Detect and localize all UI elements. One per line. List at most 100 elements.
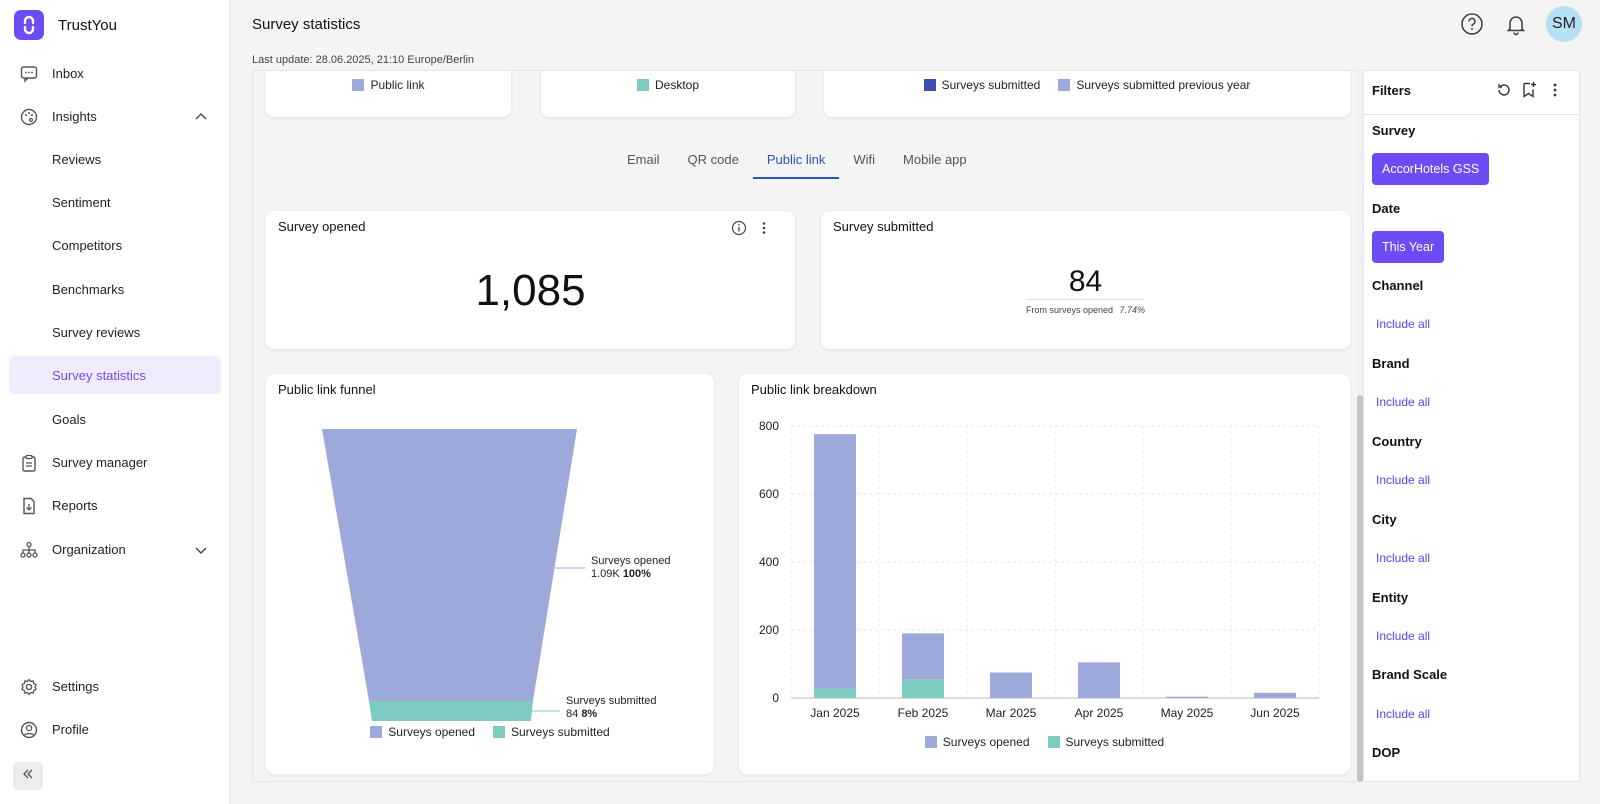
filter-date-button[interactable]: This Year (1372, 231, 1445, 263)
sidebar-item-survey-manager[interactable]: Survey manager (9, 443, 221, 481)
funnel-legend: Surveys opened Surveys submitted (266, 725, 714, 739)
sidebar-item-inbox[interactable]: Inbox (9, 54, 221, 92)
y-tick-label: 400 (759, 555, 779, 569)
sidebar-item-label: Benchmarks (52, 281, 125, 297)
chevron-up-icon[interactable] (193, 109, 209, 125)
avatar[interactable]: SM (1546, 6, 1582, 42)
filter-label-date: Date (1372, 201, 1401, 216)
filter-label-dop: DOP (1372, 745, 1401, 760)
kpi-value: 1,085 (475, 266, 586, 315)
sidebar-item-goals[interactable]: Goals (9, 400, 221, 438)
sidebar-item-reviews[interactable]: Reviews (9, 140, 221, 178)
reset-icon[interactable] (1495, 81, 1513, 99)
sidebar-item-label: Insights (52, 108, 97, 124)
filter-label-survey: Survey (1372, 123, 1416, 138)
filters-title: Filters (1372, 83, 1412, 98)
sidebar-item-label: Reports (52, 497, 98, 513)
x-tick-label: Jan 2025 (810, 706, 860, 720)
legend-item[interactable]: Surveys submitted (1047, 735, 1164, 749)
legend-item: Desktop (636, 78, 699, 92)
funnel-opened-segment[interactable] (322, 429, 577, 701)
filter-brand-scale-link[interactable]: Include all (1376, 707, 1431, 721)
funnel-submitted-segment[interactable] (369, 701, 533, 721)
legend-item[interactable]: Surveys opened (924, 735, 1030, 749)
channel-card: Public link (266, 71, 511, 117)
bookmark-add-icon[interactable] (1520, 81, 1538, 99)
more-vertical-icon[interactable] (756, 220, 772, 241)
bar-opened[interactable] (990, 672, 1032, 699)
sidebar-item-profile[interactable]: Profile (9, 710, 221, 748)
legend-swatch (1058, 79, 1071, 91)
filter-entity-link[interactable]: Include all (1376, 629, 1431, 643)
sidebar-item-label: Profile (52, 721, 89, 737)
sidebar-item-label: Competitors (52, 237, 123, 253)
filter-label-city: City (1372, 512, 1397, 527)
bar-opened[interactable] (1166, 696, 1208, 698)
tab-mobile-app[interactable]: Mobile app (903, 152, 967, 167)
breakdown-card: Public link breakdown 0 200 400 600 800 Jan 2… (739, 374, 1350, 774)
tab-qr-code[interactable]: QR code (687, 152, 739, 167)
legend-swatch (636, 79, 649, 91)
filter-city-link[interactable]: Include all (1376, 551, 1431, 565)
legend-swatch (1047, 736, 1060, 748)
more-vertical-icon[interactable] (1546, 81, 1564, 99)
legend-item[interactable]: Surveys opened (370, 725, 475, 739)
funnel-card: Public link funnel Surveys opened 1.09K … (266, 374, 714, 774)
sidebar-item-settings[interactable]: Settings (9, 667, 221, 705)
bar-opened[interactable] (1078, 662, 1120, 698)
inbox-icon (19, 64, 39, 84)
kpi-value: 84 (1068, 265, 1103, 298)
x-tick-label: Jun 2025 (1250, 706, 1300, 720)
survey-opened-card: Survey opened 1,085 (266, 211, 795, 349)
bar-opened[interactable] (1254, 692, 1296, 698)
bar-opened[interactable] (902, 633, 944, 680)
sidebar-item-benchmarks[interactable]: Benchmarks (9, 270, 221, 308)
y-tick-label: 800 (759, 419, 779, 433)
kpi-percentage: 7.74% (1119, 305, 1146, 315)
x-tick-label: May 2025 (1161, 706, 1214, 720)
brand[interactable]: TrustYou (14, 10, 117, 40)
x-tick-label: Feb 2025 (898, 706, 949, 720)
tab-public-link[interactable]: Public link (752, 143, 840, 179)
bar-submitted[interactable] (814, 688, 856, 698)
tab-email[interactable]: Email (627, 152, 660, 167)
sidebar: TrustYou Inbox Insights Reviews Sentimen… (0, 0, 230, 804)
filters-panel: Filters Survey AccorHotels GSS Date This… (1363, 70, 1580, 782)
legend-item[interactable]: Surveys submitted (493, 725, 610, 739)
clipboard-icon (19, 453, 39, 473)
filter-label-entity: Entity (1372, 590, 1409, 605)
sidebar-item-survey-statistics[interactable]: Survey statistics (9, 356, 221, 394)
sidebar-item-label: Goals (52, 411, 86, 427)
sidebar-item-label: Survey statistics (52, 367, 146, 383)
legend-swatch (924, 736, 937, 748)
sidebar-item-reports[interactable]: Reports (9, 486, 221, 524)
help-icon[interactable] (1460, 12, 1484, 36)
sidebar-item-competitors[interactable]: Competitors (9, 226, 221, 264)
bar-opened[interactable] (814, 434, 856, 689)
collapse-sidebar-button[interactable] (13, 762, 43, 790)
bottom-bar (230, 782, 1600, 804)
device-card: Desktop (541, 71, 795, 117)
filter-survey-button[interactable]: AccorHotels GSS (1372, 153, 1490, 185)
sidebar-item-label: Reviews (52, 151, 102, 167)
filter-brand-link[interactable]: Include all (1376, 395, 1431, 409)
y-tick-label: 0 (772, 691, 779, 705)
bar-submitted[interactable] (902, 679, 944, 698)
legend-item: Public link (352, 78, 425, 92)
scrollbar-thumb[interactable] (1357, 395, 1363, 782)
bell-icon[interactable] (1504, 12, 1528, 36)
sidebar-item-label: Survey manager (52, 454, 148, 470)
org-chart-icon (19, 540, 39, 560)
chevron-down-icon[interactable] (193, 542, 209, 558)
sidebar-item-label: Settings (52, 678, 99, 694)
sidebar-item-insights[interactable]: Insights (9, 97, 221, 135)
breakdown-legend: Surveys opened Surveys submitted (739, 735, 1350, 749)
tab-wifi[interactable]: Wifi (853, 152, 876, 167)
sidebar-item-survey-reviews[interactable]: Survey reviews (9, 313, 221, 351)
info-icon[interactable] (731, 220, 747, 241)
sidebar-item-sentiment[interactable]: Sentiment (9, 183, 221, 221)
filter-country-link[interactable]: Include all (1376, 473, 1431, 487)
sidebar-item-organization[interactable]: Organization (9, 530, 221, 568)
filter-channel-link[interactable]: Include all (1376, 317, 1431, 331)
